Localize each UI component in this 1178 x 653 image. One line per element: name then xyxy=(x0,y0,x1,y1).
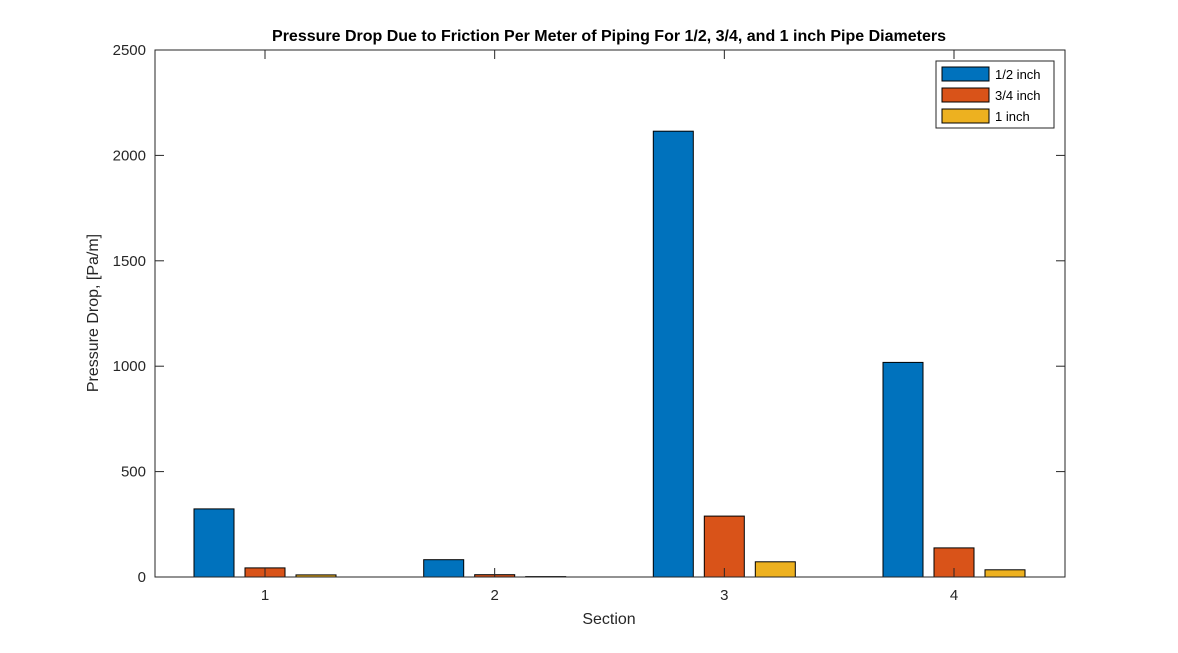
chart-title: Pressure Drop Due to Friction Per Meter … xyxy=(272,28,946,45)
bar xyxy=(755,562,795,577)
x-tick-label: 1 xyxy=(261,587,269,604)
y-tick-label: 500 xyxy=(121,464,146,481)
bar xyxy=(194,509,234,577)
legend-entry: 1/2 inch xyxy=(995,67,1041,82)
bar xyxy=(704,516,744,577)
y-tick-label: 1000 xyxy=(113,358,146,375)
y-tick-label: 0 xyxy=(138,569,146,586)
y-tick-label: 1500 xyxy=(113,253,146,270)
legend-swatch xyxy=(942,109,989,123)
bar xyxy=(883,362,923,577)
y-axis-label: Pressure Drop, [Pa/m] xyxy=(85,234,102,392)
x-tick-label: 4 xyxy=(950,587,958,604)
legend-entry: 1 inch xyxy=(995,109,1030,124)
y-tick-label: 2500 xyxy=(113,42,146,59)
legend-entry: 3/4 inch xyxy=(995,88,1041,103)
x-tick-label: 3 xyxy=(720,587,728,604)
plot-area: 0 500 1000 1500 2000 2500 1 2 3 4 xyxy=(113,42,1065,604)
x-tick-label: 2 xyxy=(490,587,498,604)
bar xyxy=(653,131,693,577)
legend-swatch xyxy=(942,67,989,81)
x-axis-label: Section xyxy=(582,611,635,628)
legend-swatch xyxy=(942,88,989,102)
plot-background xyxy=(155,50,1065,577)
bar xyxy=(985,570,1025,577)
legend: 1/2 inch 3/4 inch 1 inch xyxy=(936,61,1054,128)
y-tick-label: 2000 xyxy=(113,147,146,164)
bar xyxy=(424,560,464,577)
